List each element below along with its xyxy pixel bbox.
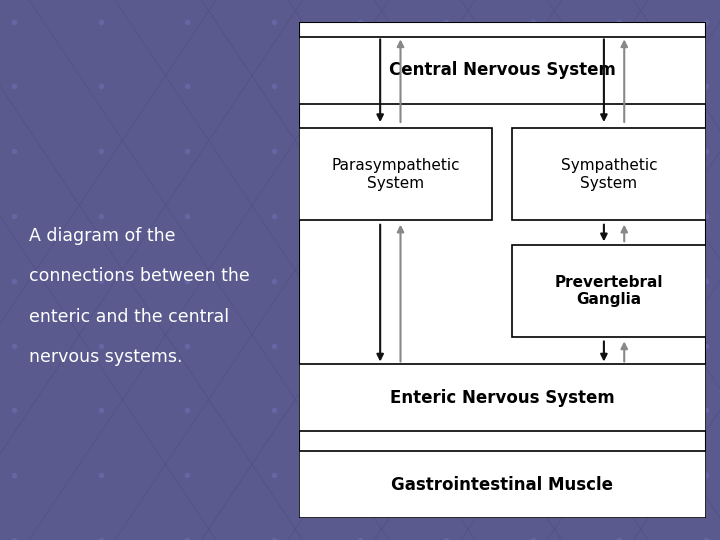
Bar (513, 129, 706, 220)
Text: nervous systems.: nervous systems. (29, 348, 182, 366)
Text: connections between the: connections between the (29, 267, 250, 285)
Text: Gastrointestinal Muscle: Gastrointestinal Muscle (391, 476, 613, 494)
Text: A diagram of the: A diagram of the (29, 227, 175, 245)
Text: Enteric Nervous System: Enteric Nervous System (390, 389, 615, 407)
Bar (299, 364, 706, 431)
Text: Parasympathetic
System: Parasympathetic System (331, 158, 460, 191)
Text: Sympathetic
System: Sympathetic System (561, 158, 657, 191)
Text: Central Nervous System: Central Nervous System (389, 61, 616, 79)
Bar (299, 129, 492, 220)
Bar (513, 245, 706, 337)
Bar (299, 37, 706, 104)
Text: enteric and the central: enteric and the central (29, 308, 229, 326)
Bar (299, 451, 706, 518)
Text: Prevertebral
Ganglia: Prevertebral Ganglia (554, 275, 663, 307)
